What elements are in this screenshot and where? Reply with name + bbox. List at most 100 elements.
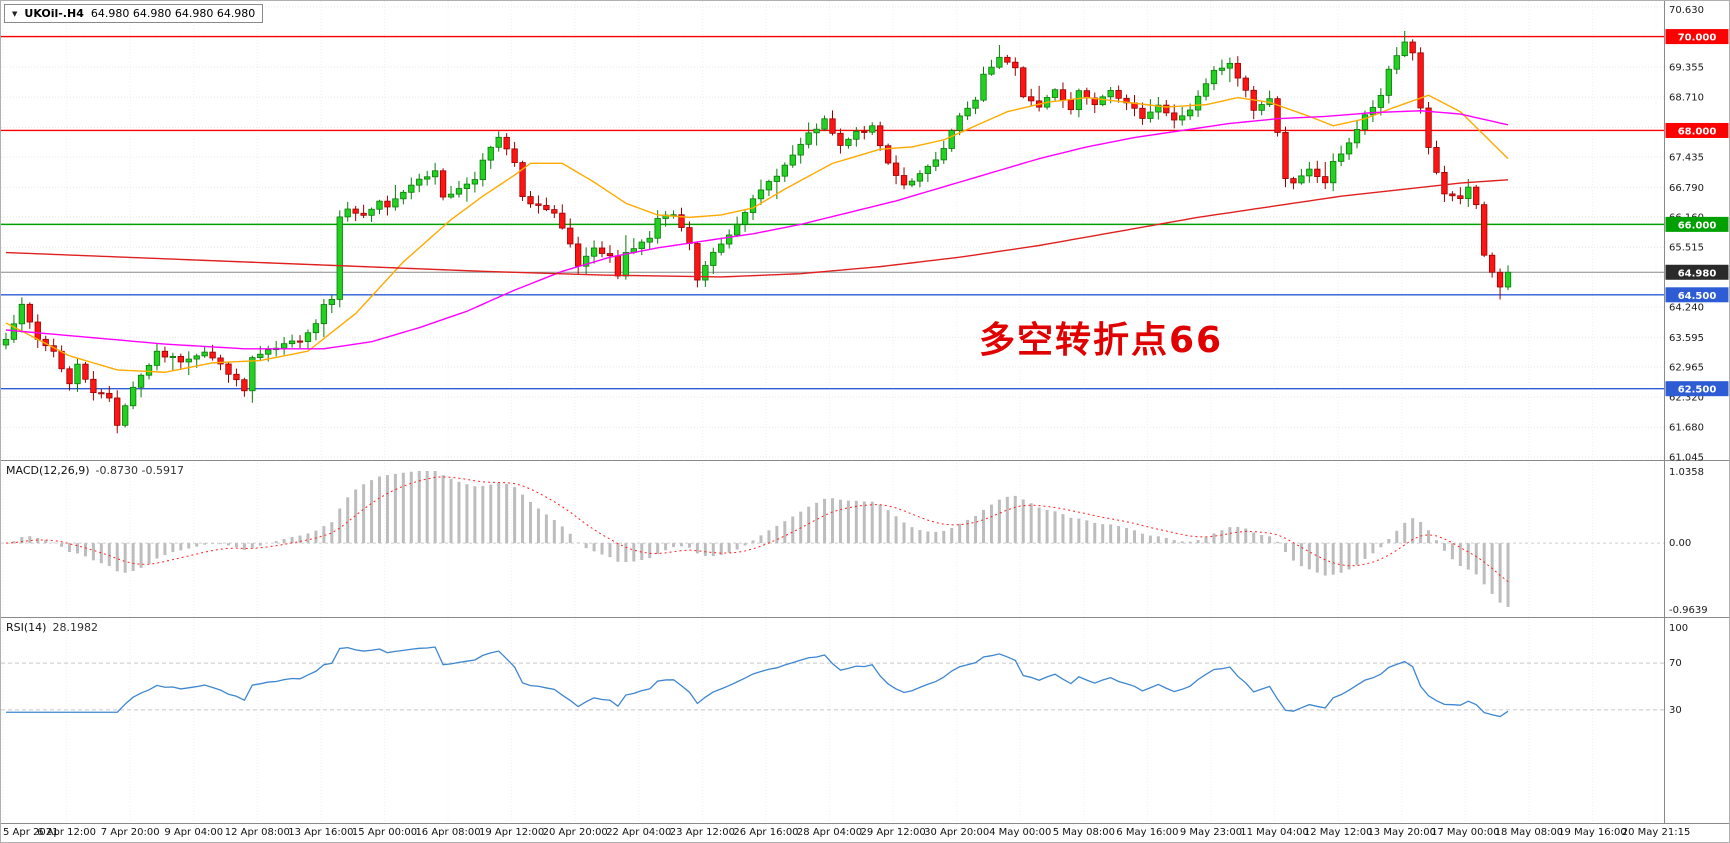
candle-body — [1179, 115, 1186, 121]
price-level-badge-label: 64.980 — [1678, 268, 1717, 279]
time-axis-label: 15 Apr 00:00 — [352, 827, 417, 838]
candle-body — [821, 118, 828, 130]
candle-body — [177, 356, 184, 363]
candle-body — [638, 241, 645, 250]
candle-body — [265, 349, 272, 355]
candle-body — [773, 175, 781, 182]
candle-body — [1322, 176, 1329, 184]
candle-body — [741, 212, 749, 225]
candle-body — [686, 227, 693, 244]
price-level-badge — [1665, 122, 1729, 138]
candle-body — [845, 138, 852, 146]
candle-body — [765, 181, 773, 191]
macd-indicator-values: -0.8730 -0.5917 — [95, 464, 184, 477]
candle-body — [1488, 254, 1496, 273]
candle-body — [66, 368, 73, 385]
time-axis-label: 7 Apr 20:00 — [101, 827, 160, 838]
candle-body — [892, 162, 900, 176]
candle-body — [932, 159, 939, 167]
candle-body — [320, 304, 328, 325]
candle-body — [1298, 175, 1305, 184]
symbol-title-box[interactable]: ▼ UKOil-.H4 64.980 64.980 64.980 64.980 — [4, 4, 264, 23]
symbol-dropdown-icon[interactable]: ▼ — [12, 9, 18, 18]
price-tick-label: 69.355 — [1669, 62, 1704, 73]
candle-body — [249, 357, 256, 392]
price-level-badge — [1665, 287, 1729, 303]
candle-body — [749, 198, 757, 213]
price-tick-label: 61.680 — [1669, 423, 1704, 434]
candle-body — [900, 175, 908, 186]
candle-body — [503, 136, 510, 150]
price-tick-label: 67.435 — [1669, 153, 1704, 164]
candle-body — [964, 107, 971, 117]
candle-body — [463, 183, 471, 189]
candle-body — [916, 173, 924, 182]
candle-body — [543, 205, 550, 210]
candle-body — [1012, 61, 1019, 69]
symbol-period-label: UKOil-.H4 — [24, 7, 84, 20]
candle-body — [1385, 68, 1392, 96]
time-axis-label: 9 Apr 04:00 — [164, 827, 223, 838]
candle-body — [1274, 98, 1281, 133]
candle-body — [1028, 96, 1035, 102]
time-axis-label: 5 May 08:00 — [1053, 827, 1115, 838]
candle-body — [1194, 95, 1202, 111]
price-tick-label: 70.630 — [1669, 5, 1704, 16]
candle-body — [654, 218, 661, 239]
candle-body — [1496, 271, 1504, 288]
rsi-indicator-header: RSI(14) 28.1982 — [6, 621, 98, 634]
candle-body — [582, 255, 590, 267]
candle-body — [551, 209, 558, 214]
candle-body — [694, 243, 701, 281]
price-level-badge-label: 62.500 — [1678, 385, 1717, 396]
time-axis-label: 20 Apr 20:00 — [543, 827, 608, 838]
rsi-tick-label: 30 — [1669, 705, 1682, 716]
time-axis-label: 12 May 12:00 — [1304, 827, 1373, 838]
price-tick-label: 63.595 — [1669, 333, 1704, 344]
candle-body — [1409, 41, 1416, 54]
candle-body — [1369, 107, 1377, 116]
candle-body — [805, 132, 812, 145]
candle-body — [122, 405, 129, 426]
price-tick-label: 61.045 — [1669, 453, 1704, 464]
candle-body — [328, 298, 335, 305]
candle-body — [169, 356, 177, 359]
candle-body — [1401, 41, 1408, 57]
candle-body — [988, 66, 995, 75]
time-axis-label: 4 May 00:00 — [989, 827, 1051, 838]
rsi-indicator-name: RSI(14) — [6, 621, 47, 634]
time-axis-label: 6 Apr 12:00 — [37, 827, 96, 838]
candle-body — [1202, 83, 1210, 97]
candle-body — [1314, 168, 1321, 177]
candle-body — [288, 340, 296, 345]
candle-body — [829, 118, 836, 134]
time-axis-label: 19 May 16:00 — [1558, 827, 1627, 838]
candle-body — [34, 321, 41, 340]
time-axis-label: 22 Apr 04:00 — [606, 827, 671, 838]
candle-body — [598, 247, 606, 254]
price-level-badge — [1665, 216, 1729, 232]
candle-body — [678, 214, 685, 228]
candle-body — [527, 196, 534, 205]
candle-body — [884, 145, 892, 164]
time-axis-label: 28 Apr 04:00 — [797, 827, 862, 838]
candle-body — [590, 247, 598, 257]
candle-body — [1004, 56, 1011, 63]
candle-body — [1258, 104, 1265, 111]
candle-body — [106, 392, 113, 399]
candle-body — [1163, 104, 1170, 114]
price-level-badge — [1665, 264, 1729, 280]
candle-body — [1218, 67, 1226, 71]
ma-slow-line — [5, 179, 1509, 278]
candle-body — [201, 351, 208, 357]
candle-body — [336, 216, 343, 300]
time-axis-label: 29 Apr 12:00 — [861, 827, 926, 838]
candle-body — [471, 179, 479, 185]
candle-body — [646, 237, 653, 243]
candle-body — [360, 212, 367, 216]
rsi-indicator-value: 28.1982 — [52, 621, 98, 634]
candle-body — [424, 176, 431, 180]
candle-body — [1147, 111, 1154, 119]
